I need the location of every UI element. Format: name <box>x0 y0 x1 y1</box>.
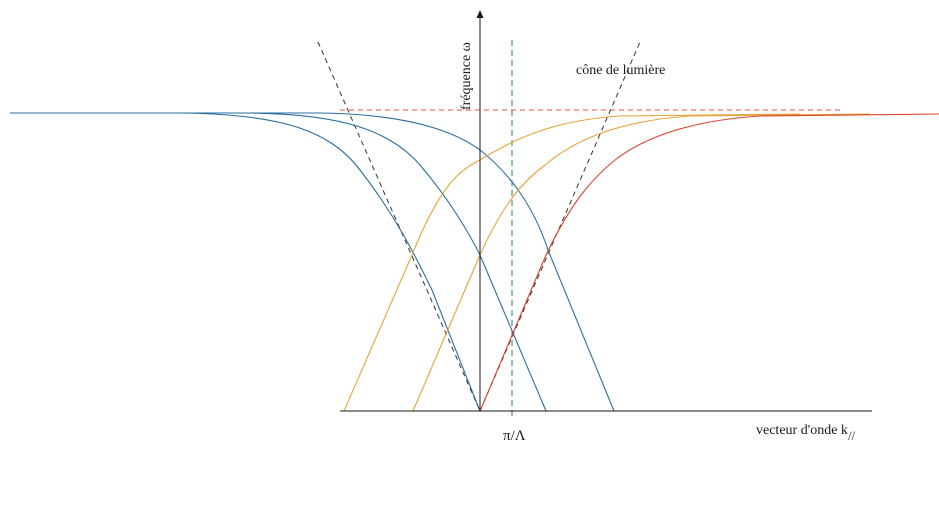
x-axis-label-subscript: // <box>848 428 856 443</box>
brillouin-tick-label: π/Λ <box>503 428 526 444</box>
blue-dispersion-curve-1 <box>10 112 481 412</box>
orange-dispersion-curve-1 <box>343 113 801 412</box>
y-axis-arrow <box>476 10 484 18</box>
blue-dispersion-curve-2 <box>78 112 547 412</box>
x-axis-label: vecteur d'onde k// <box>756 423 856 443</box>
light-cone-right <box>479 41 641 412</box>
x-axis-label-main: vecteur d'onde k <box>756 423 848 438</box>
light-cone-label: cône de lumière <box>576 63 665 78</box>
orange-dispersion-curve-2 <box>412 113 871 412</box>
red-dispersion-curve <box>479 113 939 412</box>
blank-panel <box>268 411 340 508</box>
y-axis-label: fréquence ω <box>459 42 474 110</box>
